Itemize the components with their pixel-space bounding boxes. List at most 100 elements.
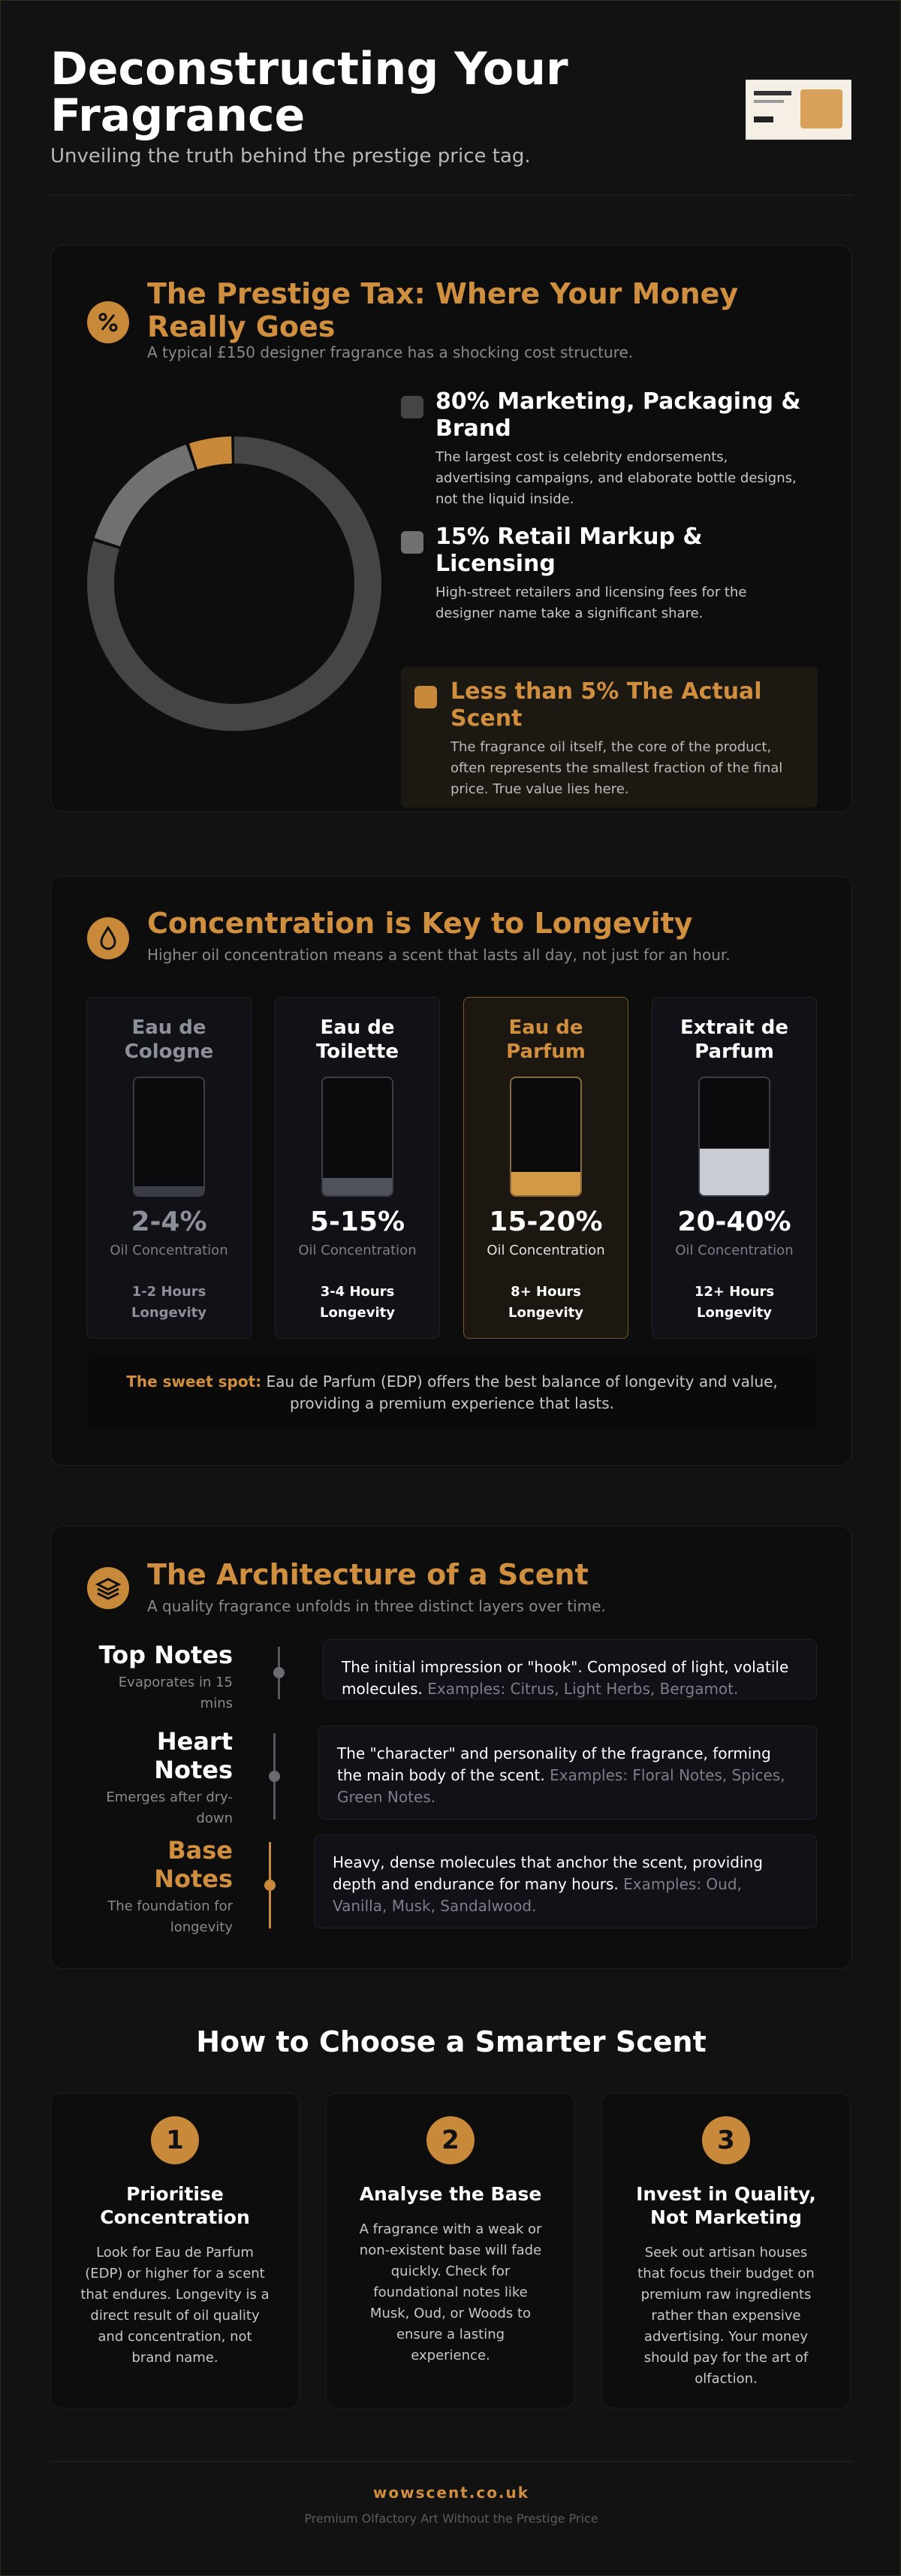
architecture-card: The Architecture of a Scent A quality fr… bbox=[50, 1526, 852, 1969]
card-name: Extrait de Parfum bbox=[680, 1016, 788, 1063]
card-range: 20-40% bbox=[677, 1206, 791, 1237]
divider bbox=[50, 2461, 852, 2462]
step-title: Analyse the Base bbox=[359, 2183, 542, 2205]
segment-heading: 15% Retail Markup & Licensing bbox=[435, 524, 703, 577]
thumb-text bbox=[754, 91, 791, 95]
note-examples: Examples: Citrus, Light Herbs, Bergamot. bbox=[427, 1680, 739, 1698]
section-subtitle: A typical £150 designer fragrance has a … bbox=[147, 343, 634, 361]
section-title: Concentration is Key to Longevity bbox=[147, 907, 693, 940]
segment-item: 80% Marketing, Packaging & Brand The larg… bbox=[401, 388, 806, 510]
longevity-label: Longevity bbox=[131, 1305, 206, 1321]
icon-glyph bbox=[95, 1578, 122, 1600]
note-timing: Evaporates in 15 mins bbox=[118, 1675, 233, 1711]
card-longevity: 1-2 Hours Longevity bbox=[87, 1282, 251, 1324]
longevity-label: Longevity bbox=[320, 1305, 395, 1321]
step-card: 2 Analyse the Base A fragrance with a weak… bbox=[326, 2093, 575, 2408]
segment-heading: 80% Marketing, Packaging & Brand bbox=[435, 388, 801, 442]
card-longevity: 12+ Hours Longevity bbox=[652, 1282, 816, 1324]
card-label: Oil Concentration bbox=[298, 1243, 417, 1258]
step-title: Invest in Quality, Not Marketing bbox=[636, 2183, 816, 2228]
card-name: Eau de Toilette bbox=[315, 1016, 399, 1063]
footer-tagline: Premium Olfactory Art Without the Presti… bbox=[304, 2511, 598, 2526]
card-name: Eau de Cologne bbox=[124, 1016, 214, 1063]
bottle bbox=[510, 1077, 582, 1197]
concentration-card: Concentration is Key to Longevity Higher… bbox=[50, 876, 852, 1466]
note-examples: Examples: Floral Notes, Spices, Green No… bbox=[337, 1766, 785, 1806]
note-box: Heavy, dense molecules that anchor the s… bbox=[314, 1835, 817, 1928]
section-title: The Prestige Tax: Where Your Money Reall… bbox=[147, 277, 739, 343]
note-name: Base Notes bbox=[154, 1836, 233, 1893]
card-range: 2-4% bbox=[131, 1206, 207, 1237]
step-text: A fragrance with a weak or non-existent … bbox=[359, 2221, 542, 2363]
bottle-fill bbox=[323, 1177, 392, 1195]
note-box: The "character" and personality of the f… bbox=[318, 1726, 817, 1820]
page-title: Deconstructing Your Fragrance bbox=[50, 43, 568, 142]
section-subtitle: Higher oil concentration means a scent t… bbox=[147, 946, 731, 964]
concentration-card: Eau de Cologne 2-4% Oil Concentration 1-2 H… bbox=[86, 997, 252, 1339]
segment-item: 15% Retail Markup & Licensing High-street… bbox=[401, 524, 806, 624]
prestige-card: The Prestige Tax: Where Your Money Reall… bbox=[50, 245, 852, 812]
card-range: 15-20% bbox=[489, 1206, 603, 1237]
card-name: Eau de Parfum bbox=[506, 1016, 586, 1063]
concentration-card: Extrait de Parfum 20-40% Oil Concentration… bbox=[652, 997, 817, 1339]
section-title: The Architecture of a Scent bbox=[147, 1558, 589, 1591]
segment-text: The fragrance oil itself, the core of th… bbox=[450, 739, 783, 797]
timeline-dot bbox=[264, 1879, 276, 1891]
segment-text: The largest cost is celebrity endorsemen… bbox=[435, 449, 797, 507]
donut-chart bbox=[87, 436, 381, 731]
thumb-image bbox=[800, 89, 842, 128]
step-number: 1 bbox=[151, 2116, 199, 2164]
note-timing: Emerges after dry-down bbox=[106, 1789, 233, 1826]
bottle bbox=[133, 1077, 205, 1197]
note-text: The initial impression or "hook". Compos… bbox=[342, 1658, 789, 1698]
bottle bbox=[698, 1077, 770, 1197]
bottle-fill bbox=[511, 1171, 580, 1195]
note-examples: Examples: Oud, Vanilla, Musk, Sandalwood… bbox=[333, 1875, 742, 1915]
icon-glyph bbox=[98, 313, 118, 332]
card-label: Oil Concentration bbox=[487, 1243, 605, 1258]
longevity-label: Longevity bbox=[508, 1305, 583, 1321]
note-row: Base Notes The foundation for longevity He… bbox=[51, 1835, 853, 1936]
longevity-label: Longevity bbox=[697, 1305, 772, 1321]
bottle-fill bbox=[700, 1148, 769, 1195]
step-number: 2 bbox=[426, 2116, 475, 2164]
footer-site: wowscent.co.uk bbox=[372, 2484, 530, 2502]
card-label: Oil Concentration bbox=[110, 1243, 228, 1258]
note-row: Top Notes Evaporates in 15 mins The initia… bbox=[51, 1639, 853, 1711]
step-card: 1 Prioritise Concentration Look for Eau de… bbox=[50, 2093, 300, 2408]
longevity-hours: 1-2 Hours bbox=[131, 1284, 206, 1300]
icon-glyph bbox=[100, 926, 116, 950]
layers-icon bbox=[87, 1567, 129, 1609]
page-subtitle: Unveiling the truth behind the prestige … bbox=[50, 145, 531, 168]
thumb-button bbox=[754, 116, 773, 122]
longevity-hours: 12+ Hours bbox=[694, 1284, 775, 1300]
bottle-fill bbox=[134, 1185, 203, 1195]
card-range: 5-15% bbox=[309, 1206, 405, 1237]
note-box: The initial impression or "hook". Compos… bbox=[323, 1639, 817, 1699]
step-text: Look for Eau de Parfum (EDP) or higher f… bbox=[80, 2245, 270, 2366]
concentration-card: Eau de Parfum 15-20% Oil Concentration 8+ H… bbox=[463, 997, 628, 1339]
timeline-dot bbox=[273, 1667, 285, 1678]
timeline-dot bbox=[269, 1770, 280, 1782]
note-text: Heavy, dense molecules that anchor the s… bbox=[333, 1853, 763, 1893]
thumb-text bbox=[754, 100, 784, 103]
section-subtitle: A quality fragrance unfolds in three dis… bbox=[147, 1597, 606, 1615]
note-name: Heart Notes bbox=[154, 1727, 233, 1784]
note-timing: The foundation for longevity bbox=[107, 1898, 233, 1935]
donut-segment bbox=[87, 436, 381, 731]
bottle bbox=[321, 1077, 393, 1197]
percent-icon bbox=[87, 301, 129, 343]
card-longevity: 8+ Hours Longevity bbox=[464, 1282, 628, 1324]
step-card: 3 Invest in Quality, Not Marketing Seek ou… bbox=[601, 2093, 851, 2408]
guide-title: How to Choose a Smarter Scent bbox=[196, 2025, 707, 2058]
card-label: Oil Concentration bbox=[675, 1243, 794, 1258]
segment-text: High-street retailers and licensing fees… bbox=[435, 584, 747, 621]
segment-item: Less than 5% The Actual Scent The fragran… bbox=[401, 666, 818, 808]
note-text: The "character" and personality of the f… bbox=[337, 1744, 771, 1784]
thumbnail bbox=[746, 80, 851, 140]
step-number: 3 bbox=[702, 2116, 750, 2164]
note-row: Heart Notes Emerges after dry-down The "ch… bbox=[51, 1726, 853, 1827]
note-lead: The sweet spot: bbox=[126, 1373, 262, 1391]
drop-icon bbox=[87, 917, 129, 959]
